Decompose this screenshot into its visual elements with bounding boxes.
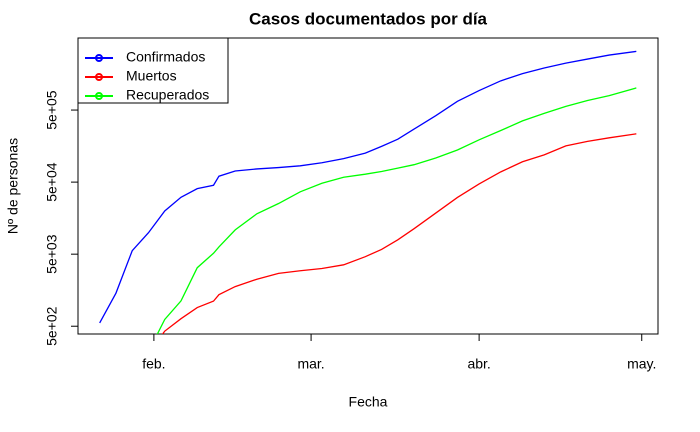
series-line bbox=[156, 87, 637, 334]
y-tick-label: 5e+02 bbox=[44, 306, 60, 346]
x-axis-label: Fecha bbox=[349, 394, 388, 410]
series-line bbox=[99, 50, 637, 324]
series-line bbox=[161, 133, 637, 334]
legend-label: Muertos bbox=[126, 68, 177, 84]
legend-marker bbox=[95, 54, 103, 62]
plot-area bbox=[99, 50, 637, 334]
legend-marker bbox=[95, 92, 103, 100]
x-tick-label: mar. bbox=[297, 356, 324, 372]
legend-label: Recuperados bbox=[126, 87, 209, 103]
plot-box bbox=[77, 37, 659, 335]
x-tick-label: abr. bbox=[467, 356, 490, 372]
y-tick-label: 5e+05 bbox=[44, 90, 60, 130]
x-tick-label: may. bbox=[627, 356, 656, 372]
legend-marker bbox=[95, 73, 103, 81]
legend-label: Confirmados bbox=[126, 49, 205, 65]
y-tick-label: 5e+03 bbox=[44, 234, 60, 274]
x-tick-label: feb. bbox=[142, 356, 165, 372]
legend-box bbox=[77, 37, 229, 104]
chart-title: Casos documentados por día bbox=[249, 9, 488, 28]
y-tick-label: 5e+04 bbox=[44, 162, 60, 202]
y-axis-label: Nº de personas bbox=[5, 138, 21, 234]
